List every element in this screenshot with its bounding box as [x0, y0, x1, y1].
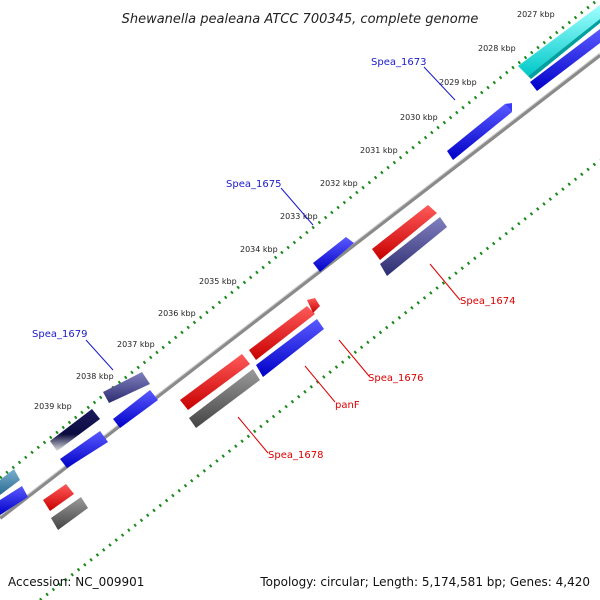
- label-spea-1673[interactable]: Spea_1673: [371, 57, 426, 68]
- feature-blue-2039[interactable]: [60, 431, 108, 468]
- callout-spea-1673: [423, 66, 456, 101]
- label-spea-1674[interactable]: Spea_1674: [460, 296, 515, 307]
- gene-spea-1674-red[interactable]: [372, 205, 437, 260]
- kbp-tick-label: 2036 kbp: [158, 309, 196, 318]
- feature-gray-bottom[interactable]: [51, 497, 88, 530]
- accession-text: Accession: NC_009901: [8, 575, 144, 589]
- kbp-tick-label: 2030 kbp: [400, 113, 438, 122]
- kbp-tick-label: 2028 kbp: [478, 44, 516, 53]
- kbp-tick-label: 2027 kbp: [517, 10, 555, 19]
- label-spea-1679[interactable]: Spea_1679: [32, 329, 87, 340]
- kbp-tick-label: 2032 kbp: [320, 179, 358, 188]
- gene-spea-1675[interactable]: [313, 237, 354, 272]
- gene-panf[interactable]: [180, 354, 250, 410]
- kbp-tick-label: 2035 kbp: [199, 277, 237, 286]
- feature-teal[interactable]: [0, 469, 20, 495]
- label-spea-1675[interactable]: Spea_1675: [226, 179, 281, 190]
- kbp-tick-label: 2033 kbp: [280, 212, 318, 221]
- kbp-tick-label: 2034 kbp: [240, 245, 278, 254]
- label-panf[interactable]: panF: [335, 400, 360, 411]
- callout-spea-1676: [338, 339, 370, 377]
- callout-spea-1679: [85, 339, 114, 371]
- callout-panf: [304, 365, 336, 403]
- gene-spea-1679[interactable]: [103, 372, 150, 403]
- kbp-tick-label: 2038 kbp: [76, 372, 114, 381]
- label-spea-1678[interactable]: Spea_1678: [268, 450, 323, 461]
- gene-spea-1678[interactable]: [189, 369, 260, 428]
- map-title: Shewanella pealeana ATCC 700345, complet…: [122, 12, 479, 27]
- callout-spea-1675: [280, 187, 314, 226]
- feature-cyan[interactable]: [518, 5, 600, 79]
- gene-spea-1674-slate[interactable]: [380, 217, 447, 276]
- kbp-tick-label: 2037 kbp: [117, 340, 155, 349]
- feature-navy[interactable]: [50, 409, 100, 451]
- outer-tick-track: [0, 0, 600, 480]
- callout-spea-1678: [237, 416, 269, 454]
- gene-spea-1676-blue[interactable]: [256, 319, 324, 377]
- feature-red-bottom[interactable]: [43, 484, 74, 511]
- feature-blue-left[interactable]: [113, 390, 158, 428]
- callout-spea-1674: [429, 263, 461, 301]
- genome-stats-text: Topology: circular; Length: 5,174,581 bp…: [259, 575, 590, 589]
- kbp-ticks: 2027 kbp 2028 kbp 2029 kbp 2030 kbp 2031…: [34, 10, 555, 411]
- kbp-tick-label: 2031 kbp: [360, 146, 398, 155]
- feature-blue-topright[interactable]: [530, 29, 600, 91]
- label-spea-1676[interactable]: Spea_1676: [368, 373, 423, 384]
- inner-tick-track: [39, 158, 600, 600]
- feature-blue-edge[interactable]: [0, 486, 28, 515]
- gene-spea-1673[interactable]: [447, 103, 512, 160]
- kbp-tick-label: 2039 kbp: [34, 402, 72, 411]
- gene-spea-1676-red[interactable]: [249, 298, 320, 360]
- kbp-tick-label: 2029 kbp: [439, 78, 477, 87]
